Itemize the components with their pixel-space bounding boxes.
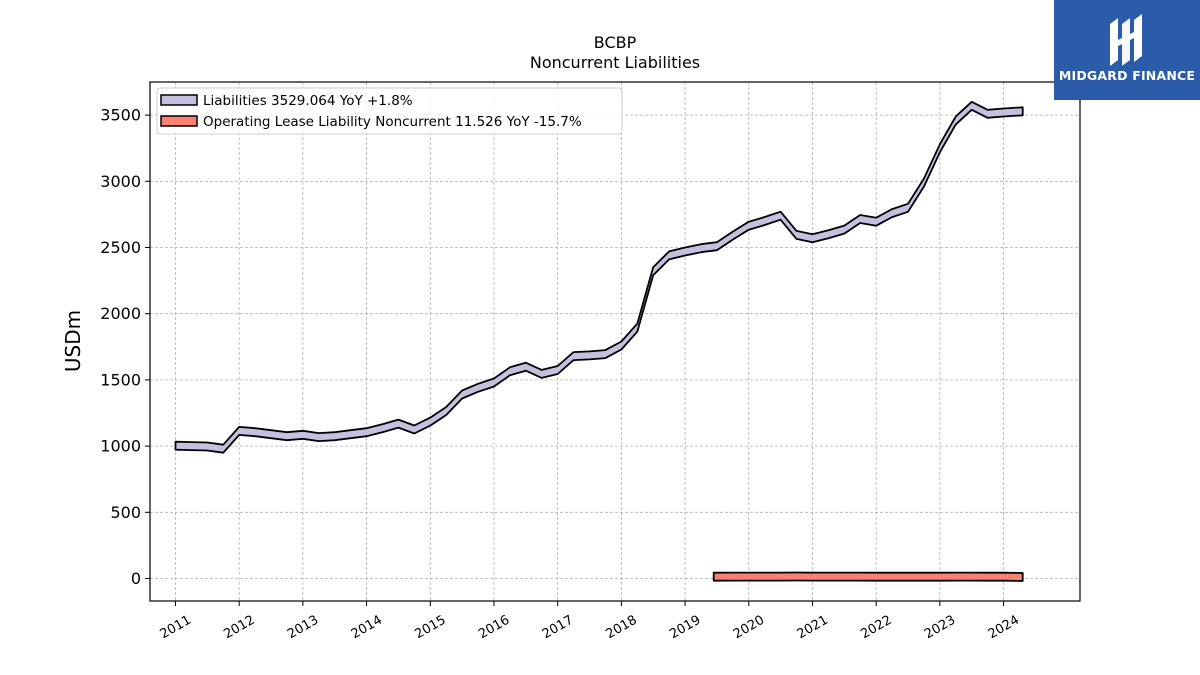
legend-label: Operating Lease Liability Noncurrent 11.… xyxy=(203,114,582,130)
brand-logo: MIDGARD FINANCE xyxy=(1054,0,1200,100)
x-tick-label: 2020 xyxy=(731,613,767,643)
y-axis: 0 500 1000 1500 2000 2500 3000 3500 xyxy=(100,106,150,588)
legend-label: Liabilities 3529.064 YoY +1.8% xyxy=(203,93,413,109)
y-tick-label: 500 xyxy=(110,503,141,522)
x-tick-label: 2018 xyxy=(604,613,640,643)
series-layer xyxy=(174,100,1024,582)
x-tick-label: 2023 xyxy=(922,613,958,643)
x-tick-label: 2021 xyxy=(795,613,831,643)
x-tick-label: 2016 xyxy=(476,613,512,643)
series-liabilities-band xyxy=(174,100,1024,454)
plot-frame xyxy=(149,81,1081,602)
chart-title: BCBP xyxy=(594,33,637,52)
x-tick-label: 2022 xyxy=(858,613,894,643)
y-tick-label: 1500 xyxy=(100,370,141,389)
legend-box xyxy=(156,87,623,135)
chart-subtitle: Noncurrent Liabilities xyxy=(530,53,700,72)
x-tick-label: 2011 xyxy=(158,613,194,643)
logo-mark-icon xyxy=(1110,14,1142,66)
x-tick-label: 2017 xyxy=(540,613,576,643)
legend: Liabilities 3529.064 YoY +1.8% Operating … xyxy=(156,87,623,135)
x-axis: 2011 2012 2013 2014 2015 2016 2017 2018 2019 2020… xyxy=(158,601,1022,642)
x-tick-label: 2015 xyxy=(412,613,448,643)
grid xyxy=(150,82,1080,601)
y-tick-label: 3500 xyxy=(100,106,141,125)
y-tick-label: 0 xyxy=(131,569,141,588)
y-axis-label: USDm xyxy=(61,310,85,372)
x-tick-label: 2024 xyxy=(986,613,1022,643)
y-tick-label: 2500 xyxy=(100,238,141,257)
brand-name: MIDGARD FINANCE xyxy=(1058,68,1196,83)
y-tick-label: 1000 xyxy=(100,437,141,456)
x-tick-label: 2013 xyxy=(285,613,321,643)
x-tick-label: 2012 xyxy=(221,613,257,643)
legend-swatch xyxy=(160,115,198,127)
x-tick-label: 2014 xyxy=(349,613,385,643)
x-tick-label: 2019 xyxy=(667,613,703,643)
y-tick-label: 2000 xyxy=(100,304,141,323)
series-operating-lease-band xyxy=(712,571,1024,582)
legend-swatch xyxy=(160,94,198,106)
y-tick-label: 3000 xyxy=(100,172,141,191)
